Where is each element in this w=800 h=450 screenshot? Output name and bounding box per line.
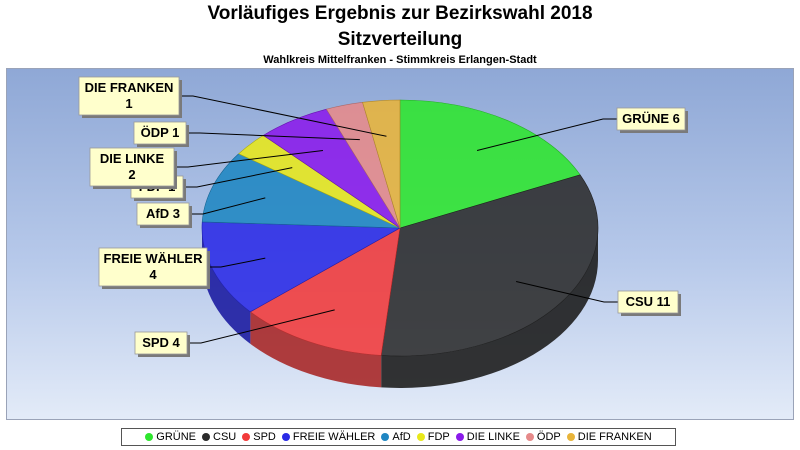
callout-label-freie-w-hler: 4: [149, 267, 157, 282]
legend-item-dp: ÖDP: [525, 431, 561, 443]
legend-label-spd: SPD: [253, 431, 276, 443]
callout-box-gr-ne: [616, 107, 686, 131]
callout-label-gr-ne: GRÜNE 6: [622, 111, 680, 126]
callout-box-die-franken: [78, 76, 180, 116]
callout-box-freie-w-hler: [98, 247, 208, 287]
callout-box-die-linke: [89, 147, 175, 187]
callout-line-fdp: [183, 167, 293, 188]
legend-item-fdp: FDP: [416, 431, 450, 443]
legend-item-csu: CSU: [202, 431, 236, 443]
legend-marker-freie-w-hler: [281, 433, 290, 441]
legend-marker-dp: [525, 433, 534, 441]
chart-subsubtitle: Wahlkreis Mittelfranken - Stimmkreis Erl…: [263, 54, 537, 66]
callout-box-afd: [136, 202, 190, 226]
legend-item-gr-ne: GRÜNE: [145, 431, 196, 443]
legend-item-die-franken: DIE FRANKEN: [566, 431, 652, 443]
legend-label-afd: AfD: [392, 431, 411, 443]
callout-label-die-franken: DIE FRANKEN: [85, 80, 174, 95]
callout-box-csu: [617, 290, 679, 314]
pie-slice-spd: [249, 227, 401, 356]
callout-box-dp: [133, 121, 187, 145]
legend-label-fdp: FDP: [427, 431, 450, 443]
callout-line-die-linke: [174, 149, 323, 168]
legend-marker-die-franken: [566, 433, 575, 441]
callout-line-dp: [186, 132, 360, 141]
callout-label-die-franken: 1: [125, 96, 132, 111]
legend-marker-afd: [381, 433, 390, 441]
callout-line-afd: [189, 197, 266, 215]
pie-side-spd: [250, 311, 382, 388]
legend-marker-csu: [202, 433, 210, 441]
callout-line-csu: [516, 280, 618, 303]
chart-title: Vorläufiges Ergebnis zur Bezirkswahl 201…: [207, 3, 593, 24]
pie-slice-die-franken: [362, 99, 401, 229]
legend-label-csu: CSU: [213, 431, 237, 443]
pie-side-freie-w-hler: [202, 228, 251, 344]
callout-label-die-linke: 2: [128, 167, 135, 182]
callout-label-freie-w-hler: FREIE WÄHLER: [104, 251, 204, 266]
chart-subtitle: Sitzverteilung: [337, 29, 463, 50]
legend-item-spd: SPD: [242, 431, 276, 443]
legend-item-freie-w-hler: FREIE WÄHLER: [281, 431, 376, 443]
pie-top: [201, 99, 599, 357]
legend-marker-gr-ne: [145, 433, 154, 441]
legend-marker-spd: [242, 433, 251, 441]
pie-slice-gr-ne: [399, 99, 581, 229]
callout-label-dp: ÖDP 1: [141, 125, 180, 140]
legend-label-die-franken: DIE FRANKEN: [577, 431, 652, 443]
legend-label-freie-w-hler: FREIE WÄHLER: [292, 431, 376, 443]
callout-label-spd: SPD 4: [142, 335, 180, 350]
callout-line-gr-ne: [476, 118, 617, 151]
legend-marker-die-linke: [455, 433, 464, 441]
pie-slice-freie-w-hler: [201, 221, 402, 313]
legend-item-die-linke: DIE LINKE: [455, 431, 520, 443]
callout-line-die-franken: [179, 95, 387, 137]
callout-line-freie-w-hler: [207, 257, 266, 268]
callout-line-spd: [187, 309, 335, 344]
pie-slice-afd: [201, 153, 401, 229]
pie-slice-csu: [380, 174, 599, 357]
legend-label-die-linke: DIE LINKE: [466, 431, 520, 443]
callout-box-spd: [134, 331, 188, 355]
callout-label-die-linke: DIE LINKE: [100, 151, 165, 166]
legend-item-afd: AfD: [381, 431, 411, 443]
callout-label-csu: CSU 11: [626, 294, 671, 309]
legend: GRÜNE CSU SPD FREIE WÄHLER AfD FDP DIE LINKE ÖD…: [121, 428, 676, 446]
legend-label-dp: ÖDP: [536, 431, 561, 443]
callout-label-afd: AfD 3: [146, 206, 180, 221]
legend-marker-fdp: [416, 433, 425, 441]
legend-label-gr-ne: GRÜNE: [156, 431, 196, 443]
